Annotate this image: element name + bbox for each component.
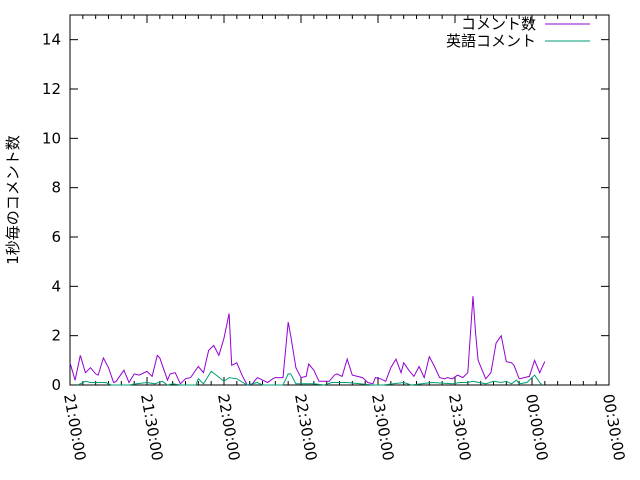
y-axis-label: 1秒毎のコメント数 [4, 135, 22, 265]
x-tick-label: 22:30:00 [291, 393, 320, 462]
series-line-1 [77, 370, 543, 386]
legend-label-english-comments: 英語コメント [446, 32, 536, 50]
y-tick-label: 2 [51, 327, 61, 345]
series-line-0 [69, 296, 546, 386]
x-tick-label: 23:00:00 [368, 393, 397, 462]
x-tick-label: 21:00:00 [60, 393, 89, 462]
series-group [69, 296, 546, 386]
x-tick-label: 00:30:00 [599, 393, 628, 462]
y-tick-label: 8 [51, 179, 61, 197]
y-tick-label: 0 [51, 376, 61, 394]
y-tick-label: 4 [51, 277, 61, 295]
y-tick-label: 10 [42, 129, 61, 147]
plot-border [69, 14, 610, 386]
legend-label-comments: コメント数 [461, 15, 536, 33]
axes: 0 2 4 6 8 10 12 14 21:00:00 21:30:00 22:00:00 22:30… [42, 14, 628, 462]
legend: コメント数 英語コメント [446, 15, 590, 50]
y-tick-label: 12 [42, 80, 61, 98]
x-tick-label: 23:30:00 [445, 393, 474, 462]
x-tick-label: 21:30:00 [137, 393, 166, 462]
y-tick-label: 6 [51, 228, 61, 246]
x-tick-label: 22:00:00 [214, 393, 243, 462]
y-tick-label: 14 [42, 31, 61, 49]
x-tick-label: 00:00:00 [522, 393, 551, 462]
